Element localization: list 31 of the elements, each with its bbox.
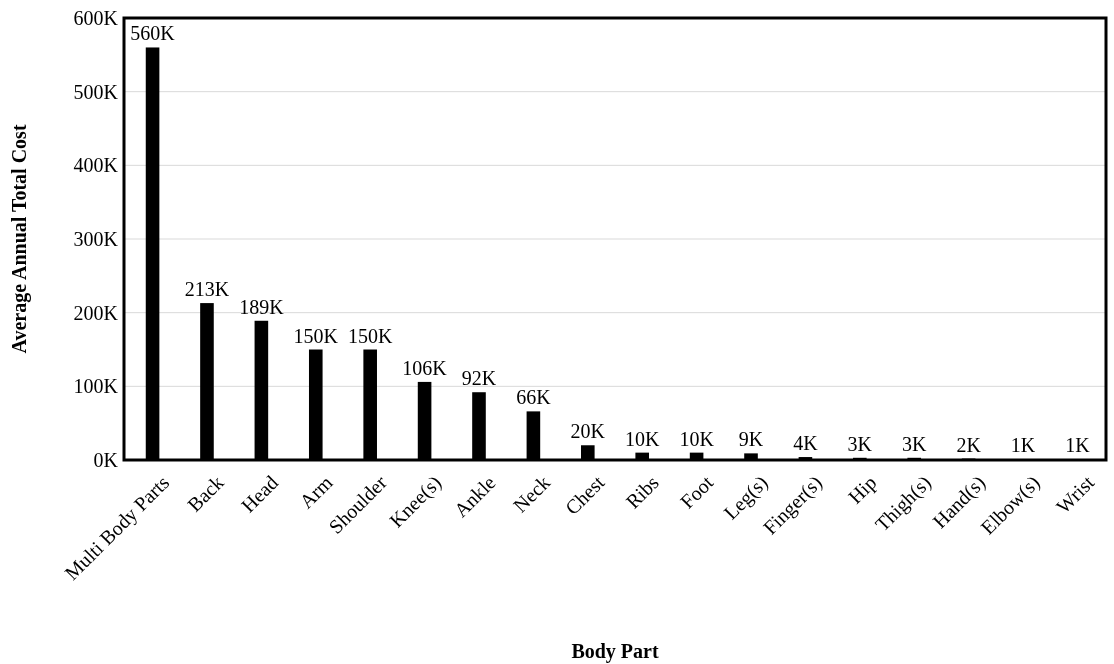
data-label: 150K xyxy=(347,324,393,347)
data-label: 3K xyxy=(847,432,873,455)
data-label: 20K xyxy=(570,420,606,443)
data-label: 106K xyxy=(402,356,448,379)
data-label: 10K xyxy=(624,427,660,450)
x-tick-label: Wrist xyxy=(1051,470,1099,518)
data-label: 189K xyxy=(239,295,285,318)
data-label: 213K xyxy=(184,278,230,301)
y-tick-label: 0K xyxy=(93,449,119,471)
y-tick-label: 100K xyxy=(73,375,119,398)
data-label: 92K xyxy=(461,367,497,390)
data-label: 4K xyxy=(793,432,819,455)
data-label: 9K xyxy=(738,428,764,451)
data-label: 66K xyxy=(516,386,552,409)
y-tick-label: 300K xyxy=(73,228,119,250)
data-label: 150K xyxy=(293,324,339,347)
data-label: 10K xyxy=(679,427,715,450)
y-tick-label: 600K xyxy=(73,7,119,29)
data-label: 2K xyxy=(956,433,982,456)
x-tick-label: Foot xyxy=(675,470,718,513)
x-tick-label: Hip xyxy=(843,471,882,509)
x-axis-title: Body Part xyxy=(571,640,659,663)
data-label: 1K xyxy=(1065,434,1091,457)
data-label: 3K xyxy=(902,432,927,455)
data-label: 560K xyxy=(130,22,176,45)
y-tick-label: 500K xyxy=(73,80,119,103)
y-tick-label: 400K xyxy=(73,154,119,177)
y-tick-label: 200K xyxy=(73,301,119,324)
data-label: 1K xyxy=(1010,434,1036,457)
x-tick-label: Ribs xyxy=(621,471,664,513)
y-axis-title: Average Annual Total Cost xyxy=(8,124,31,354)
